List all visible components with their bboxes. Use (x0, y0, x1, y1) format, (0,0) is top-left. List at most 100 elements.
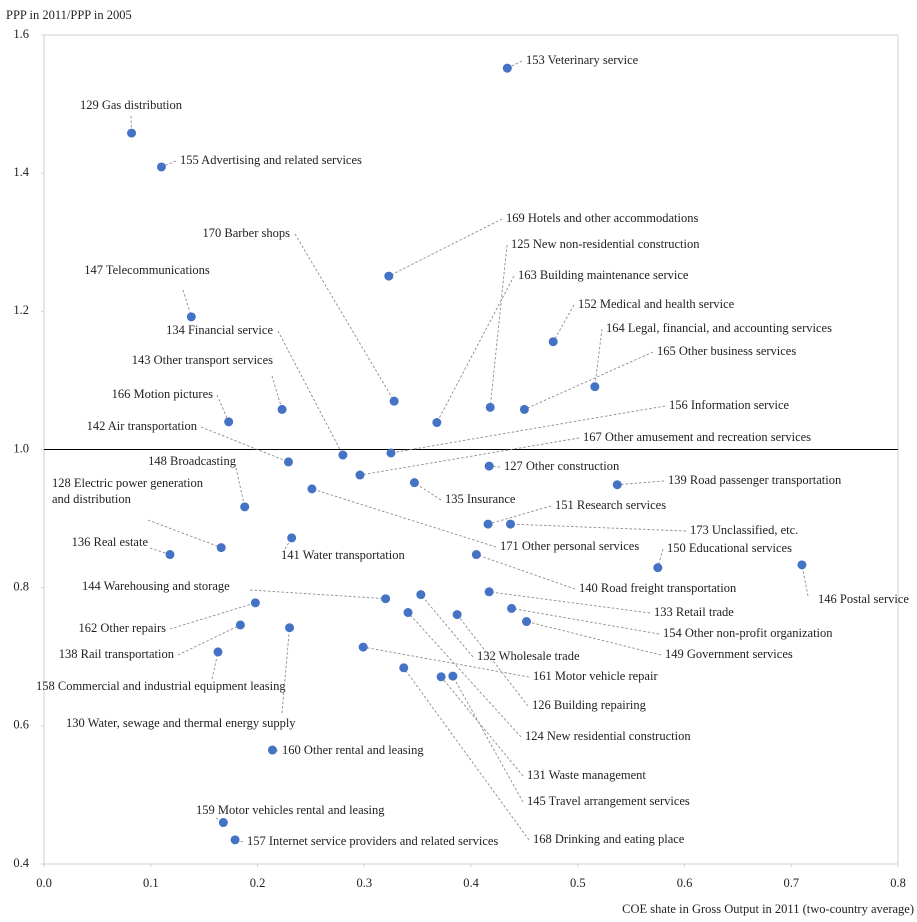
leader-line (169, 602, 256, 630)
leader-line (294, 233, 395, 402)
point-label: 167 Other amusement and recreation servi… (583, 430, 811, 444)
y-tick-label: 1.6 (13, 27, 29, 41)
leader-line (216, 394, 230, 423)
point (386, 448, 396, 458)
leader-line (235, 467, 246, 507)
point-label: 141 Water transportation (281, 548, 405, 562)
point (507, 603, 517, 613)
point-label: 157 Internet service providers and relat… (247, 834, 498, 848)
leader-line (511, 607, 660, 635)
leader-line (147, 519, 222, 549)
x-tick-label: 0.6 (677, 876, 693, 890)
y-tick-label: 0.6 (13, 718, 29, 732)
leader-line (436, 275, 515, 423)
point-label: 138 Rail transportation (59, 647, 175, 661)
point (653, 563, 663, 573)
point-label: 128 Electric power generation and distrib… (52, 476, 204, 506)
leader-line (182, 289, 192, 317)
point (355, 470, 365, 480)
point (224, 417, 234, 427)
point-label: 165 Other business services (657, 344, 796, 358)
leader-line (249, 589, 386, 600)
point (213, 647, 223, 657)
point-label: 130 Water, sewage and thermal energy sup… (66, 716, 296, 730)
x-tick-label: 0.2 (250, 876, 266, 890)
point-label: 159 Motor vehicles rental and leasing (196, 803, 385, 817)
point-label: 155 Advertising and related services (180, 153, 362, 167)
leader-line (277, 330, 344, 456)
leader-line (211, 651, 219, 680)
point-label: 132 Wholesale trade (477, 649, 580, 663)
point-label: 162 Other repairs (79, 621, 167, 635)
leader-line (524, 351, 654, 410)
point (384, 271, 394, 281)
leader-line (403, 667, 530, 841)
point-label: 134 Financial service (166, 323, 273, 337)
leader-line (526, 621, 662, 656)
leader-line (420, 594, 474, 658)
point (403, 608, 413, 618)
point (389, 396, 399, 406)
point-label: 139 Road passenger transportation (668, 473, 842, 487)
point-label: 144 Warehousing and storage (82, 579, 230, 593)
point-label: 133 Retail trade (654, 605, 734, 619)
x-tick-label: 0.1 (143, 876, 159, 890)
leader-line (311, 488, 497, 548)
leader-line (476, 554, 576, 590)
x-tick-label: 0.3 (356, 876, 372, 890)
point (797, 560, 807, 570)
point-label: 152 Medical and health service (578, 297, 735, 311)
point (505, 519, 515, 529)
point-label: 153 Veterinary service (526, 53, 639, 67)
point (216, 543, 226, 553)
point-label: 151 Research services (555, 498, 666, 512)
point (452, 610, 462, 620)
x-tick-label: 0.0 (36, 876, 52, 890)
leader-line (271, 375, 283, 410)
point-label: 166 Motion pictures (112, 387, 214, 401)
point (399, 663, 409, 673)
point (267, 745, 277, 755)
point (485, 402, 495, 412)
leader-line (414, 482, 442, 501)
point-label: 145 Travel arrangement services (527, 794, 690, 808)
leader-line (359, 437, 580, 476)
leader-line (801, 564, 809, 597)
point-label: 164 Legal, financial, and accounting ser… (606, 321, 832, 335)
point (127, 128, 137, 138)
point-label: 129 Gas distribution (80, 98, 183, 112)
leader-line (657, 548, 664, 568)
point-label: 169 Hotels and other accommodations (506, 211, 698, 225)
leader-line (215, 817, 224, 823)
leader-line (388, 218, 503, 277)
point-label: 135 Insurance (445, 492, 516, 506)
point-label: 154 Other non-profit organization (663, 626, 833, 640)
leader-line (440, 676, 524, 777)
point (307, 484, 317, 494)
x-axis-title: COE shate in Gross Output in 2011 (two-c… (622, 902, 914, 916)
point-label: 161 Motor vehicle repair (533, 669, 658, 683)
point-label: 125 New non-residential construction (511, 237, 700, 251)
leader-line (594, 328, 603, 387)
leader-line (390, 405, 666, 454)
point-label: 149 Government services (665, 647, 793, 661)
point (358, 642, 368, 652)
point (409, 478, 419, 488)
point (156, 162, 166, 172)
point-label: 173 Unclassified, etc. (690, 523, 798, 537)
leader-line (456, 614, 529, 707)
y-tick-label: 1.0 (13, 441, 29, 455)
y-tick-label: 0.4 (13, 856, 29, 870)
point (165, 550, 175, 560)
point (287, 533, 297, 543)
point-label: 140 Road freight transportation (579, 581, 737, 595)
point (416, 590, 426, 600)
y-axis-title: PPP in 2011/PPP in 2005 (6, 8, 132, 22)
point-label: 126 Building repairing (532, 698, 647, 712)
point-label: 146 Postal service (818, 592, 909, 606)
point (432, 418, 442, 428)
leader-line (200, 426, 289, 463)
point-label: 124 New residential construction (525, 729, 691, 743)
point (471, 550, 481, 560)
point (230, 835, 240, 845)
